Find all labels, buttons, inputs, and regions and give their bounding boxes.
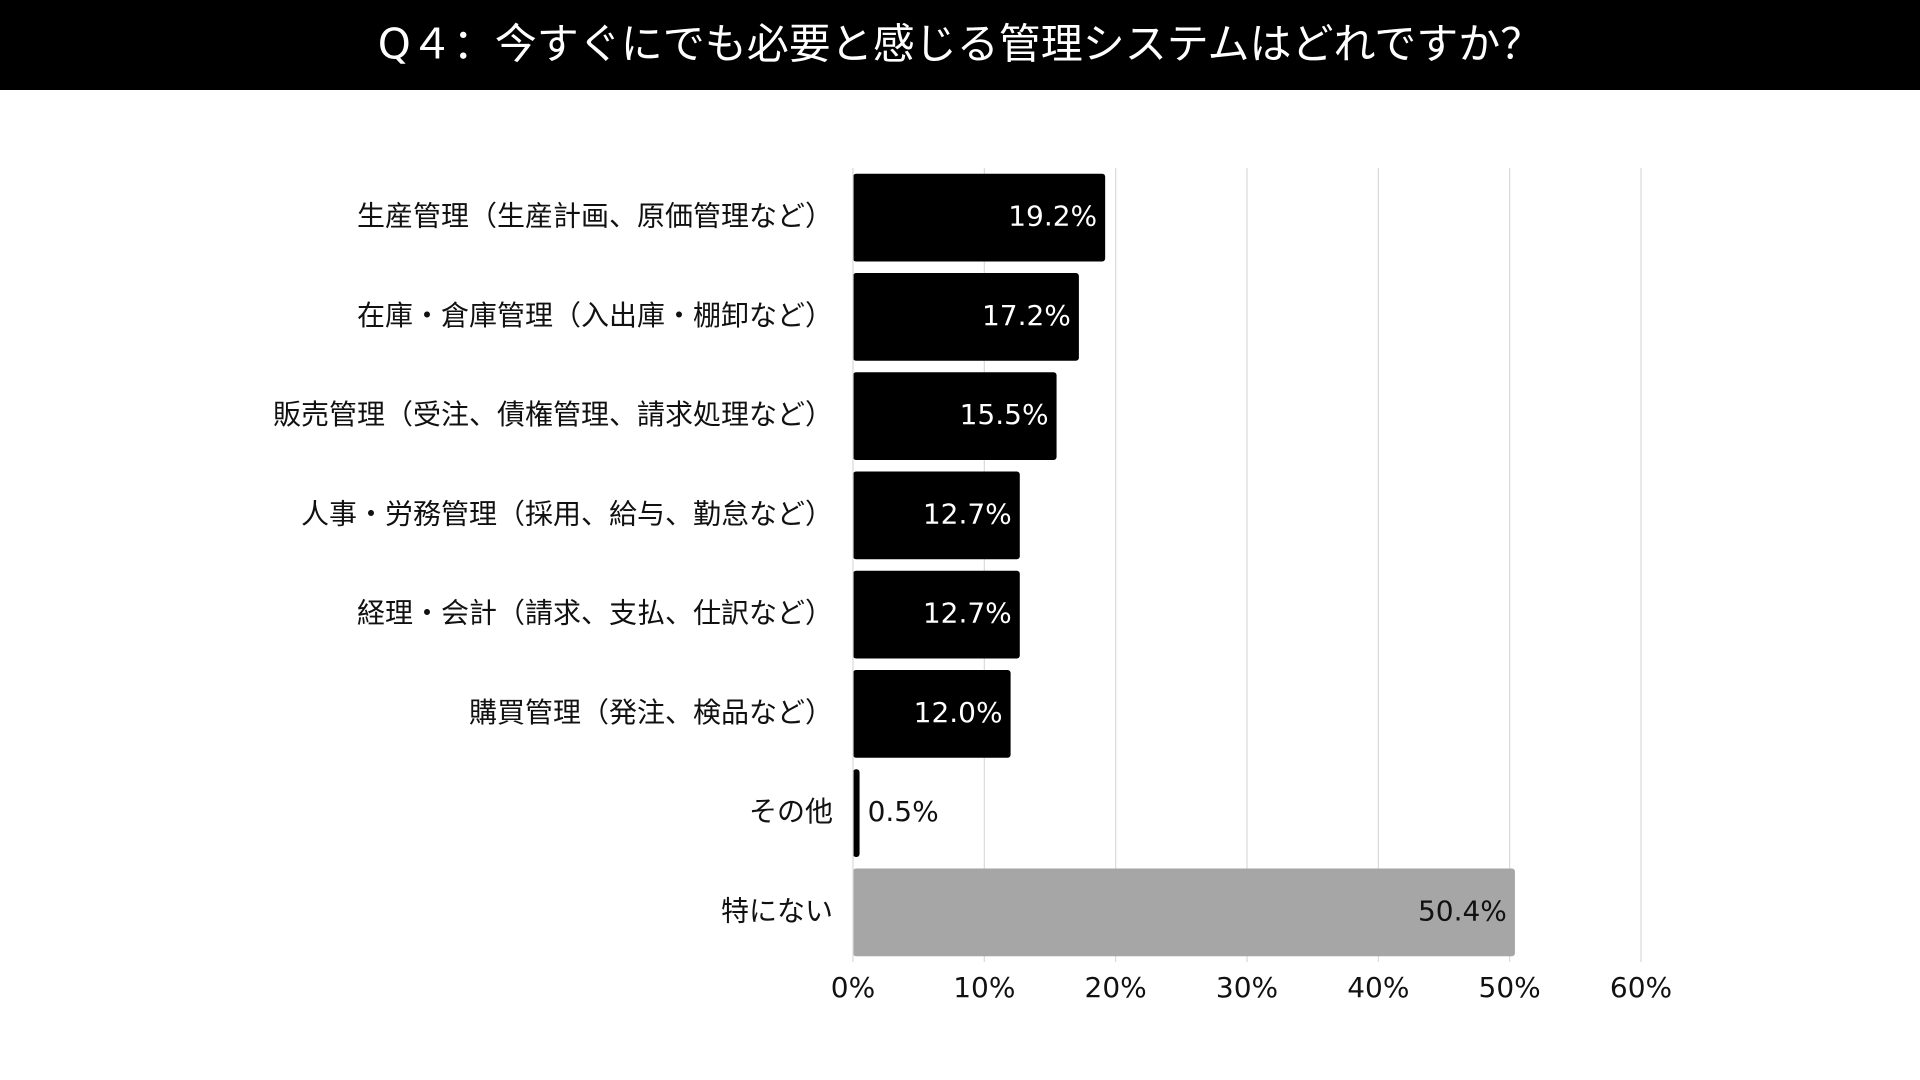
chart-title: Q４：今すぐにでも必要と感じる管理システムはどれですか？: [378, 20, 1543, 69]
y-tick-label: 生産管理（生産計画、原価管理など）: [357, 200, 833, 233]
y-tick-label: 購買管理（発注、検品など）: [469, 696, 833, 729]
value-label: 15.5%: [960, 398, 1049, 431]
x-tick-label: 40%: [1347, 971, 1409, 1004]
x-tick-label: 60%: [1610, 971, 1672, 1004]
bar: [853, 669, 1011, 758]
bar: [853, 471, 1020, 560]
value-label: 50.4%: [1418, 894, 1507, 927]
value-label: 0.5%: [868, 795, 939, 828]
bar: [853, 272, 1079, 361]
x-tick-label: 0%: [831, 971, 875, 1004]
bar: [853, 769, 860, 858]
x-tick-label: 50%: [1479, 971, 1541, 1004]
value-label: 12.0%: [914, 696, 1003, 729]
y-tick-label: 販売管理（受注、債権管理、請求処理など）: [273, 398, 833, 431]
value-label: 12.7%: [923, 497, 1012, 530]
value-label: 12.7%: [923, 597, 1012, 630]
y-tick-label: 人事・労務管理（採用、給与、勤怠など）: [301, 497, 833, 530]
bar: [853, 372, 1057, 461]
y-tick-label: 経理・会計（請求、支払、仕訳など）: [357, 597, 833, 630]
y-tick-label: その他: [749, 795, 833, 828]
bar: [853, 570, 1020, 659]
x-tick-label: 30%: [1216, 971, 1278, 1004]
bar: [853, 868, 1515, 957]
title-band: [0, 0, 1920, 90]
x-tick-label: 10%: [953, 971, 1015, 1004]
bar: [853, 173, 1106, 262]
value-label: 17.2%: [982, 299, 1071, 332]
x-tick-label: 20%: [1085, 971, 1147, 1004]
y-tick-label: 特にない: [721, 894, 833, 927]
y-tick-label: 在庫・倉庫管理（入出庫・棚卸など）: [357, 299, 833, 332]
value-label: 19.2%: [1008, 200, 1097, 233]
